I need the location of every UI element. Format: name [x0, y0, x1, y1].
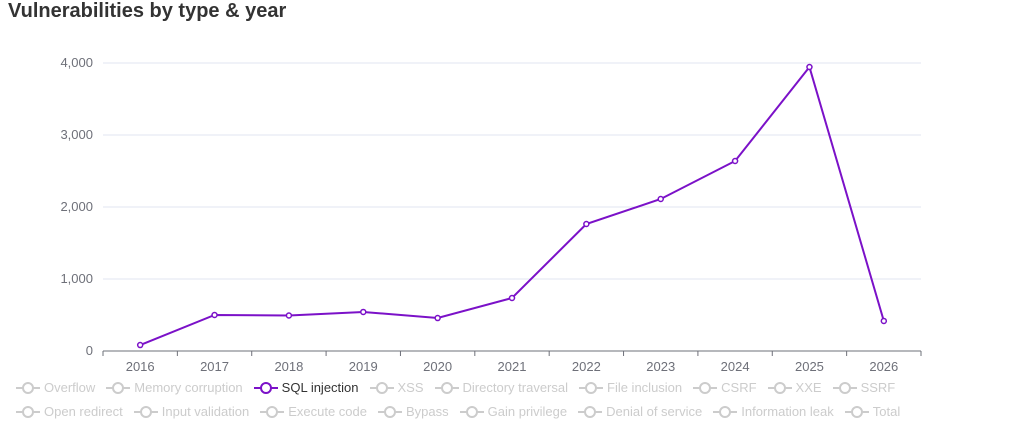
data-point: [211, 311, 218, 319]
legend-item[interactable]: Denial of service: [578, 404, 702, 419]
legend-item[interactable]: Bypass: [378, 404, 449, 419]
legend-marker-icon: [16, 405, 40, 418]
legend-marker-icon: [133, 405, 158, 418]
legend-row-1: Overflow Memory corruption SQL injection XS…: [16, 380, 1016, 395]
legend-label: Memory corruption: [134, 380, 243, 395]
legend-label: Overflow: [44, 380, 96, 395]
legend-label: File inclusion: [607, 380, 683, 395]
legend-item[interactable]: Information leak: [713, 404, 834, 419]
data-point: [731, 157, 739, 165]
data-point: [360, 308, 367, 316]
legend-item[interactable]: Memory corruption: [106, 380, 243, 395]
data-point: [434, 314, 441, 322]
legend-item[interactable]: SSRF: [832, 380, 896, 395]
legend-marker-icon: [253, 381, 278, 394]
chart-title: Vulnerabilities by type & year: [8, 0, 287, 22]
x-tick-label: 2016: [126, 359, 155, 374]
legend-marker-icon: [579, 381, 603, 394]
x-tick-label: 2019: [349, 359, 378, 374]
legend-label: XSS: [397, 380, 424, 395]
legend-marker-icon: [844, 405, 869, 418]
legend-marker-icon: [459, 405, 484, 418]
x-tick-label: 2022: [572, 359, 601, 374]
legend-label: Information leak: [741, 404, 834, 419]
legend-label: Execute code: [288, 404, 367, 419]
x-tick-label: 2020: [423, 359, 452, 374]
legend-item[interactable]: Execute code: [260, 404, 367, 419]
data-point: [285, 312, 293, 319]
legend-marker-icon: [106, 381, 131, 394]
legend-item[interactable]: Gain privilege: [459, 404, 568, 419]
data-point: [136, 341, 144, 349]
legend-marker-icon: [693, 381, 718, 394]
x-tick-label: 2025: [795, 359, 824, 374]
x-tick-label: 2026: [869, 359, 898, 374]
legend-label: Open redirect: [44, 404, 123, 419]
x-tick-label: 2024: [721, 359, 750, 374]
legend-item[interactable]: Total: [844, 404, 901, 419]
y-tick-label: 3,000: [60, 127, 93, 142]
y-tick-label: 2,000: [60, 199, 93, 214]
legend-label: Denial of service: [606, 404, 703, 419]
data-point: [806, 63, 813, 71]
legend-item[interactable]: File inclusion: [579, 380, 682, 395]
legend-marker-icon: [369, 381, 394, 394]
legend-marker-icon: [767, 381, 792, 394]
legend-marker-icon: [378, 405, 402, 418]
legend-item[interactable]: Input validation: [133, 404, 250, 419]
x-tick-label: 2023: [646, 359, 675, 374]
legend-item[interactable]: Directory traversal: [434, 380, 568, 395]
legend-item[interactable]: Overflow: [16, 380, 95, 395]
legend-marker-icon: [434, 381, 459, 394]
legend-marker-icon: [713, 405, 738, 418]
legend-item[interactable]: XXE: [767, 380, 822, 395]
x-tick-label: 2021: [498, 359, 527, 374]
legend-marker-icon: [260, 405, 285, 418]
legend-marker-icon: [578, 405, 603, 418]
legend-label: SQL injection: [281, 380, 359, 395]
legend-label: CSRF: [721, 380, 757, 395]
x-tick-label: 2017: [200, 359, 229, 374]
legend-label: Directory traversal: [462, 380, 568, 395]
legend-label: Total: [872, 404, 901, 419]
data-point: [583, 220, 590, 228]
legend-item[interactable]: Open redirect: [16, 404, 123, 419]
legend-label: Bypass: [406, 404, 449, 419]
x-tick-label: 2018: [274, 359, 303, 374]
series-line: [139, 64, 885, 346]
data-point: [657, 195, 664, 203]
y-tick-label: 4,000: [60, 55, 93, 70]
data-point: [508, 294, 516, 302]
y-tick-label: 1,000: [60, 271, 93, 286]
legend-item[interactable]: CSRF: [693, 380, 757, 395]
legend-marker-icon: [16, 381, 40, 394]
legend-item[interactable]: SQL injection: [253, 380, 359, 395]
legend-marker-icon: [832, 381, 857, 394]
legend-item[interactable]: XSS: [369, 380, 424, 395]
legend-label: SSRF: [860, 380, 896, 395]
y-tick-label: 0: [86, 343, 93, 358]
data-point: [880, 317, 888, 325]
legend-label: Input validation: [161, 404, 250, 419]
legend-label: Gain privilege: [487, 404, 568, 419]
legend-label: XXE: [795, 380, 822, 395]
legend-row-2: Open redirect Input validation Execute cod…: [16, 404, 1016, 419]
